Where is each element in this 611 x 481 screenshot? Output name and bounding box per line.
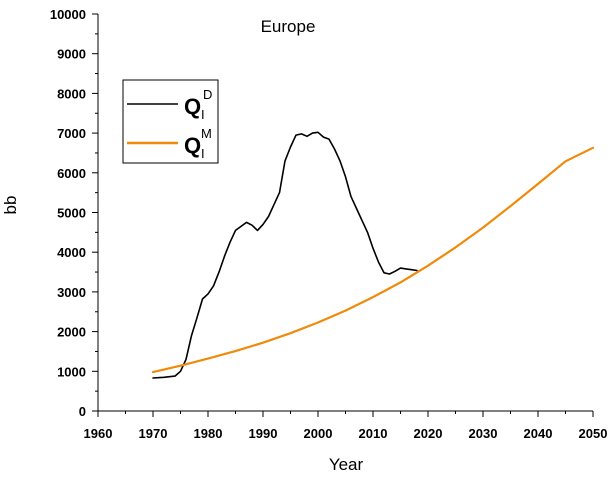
series-line-model: [151, 146, 595, 374]
x-tick-label: 2010: [359, 426, 388, 441]
y-tick-label: 6000: [57, 166, 86, 181]
x-tick-label: 1980: [194, 426, 223, 441]
legend-sup-demand: D: [203, 87, 212, 102]
legend-sub-model: I: [201, 146, 205, 161]
legend-label-demand: Q: [184, 94, 201, 119]
axes: [97, 14, 593, 412]
y-tick-label: 4000: [57, 245, 86, 260]
x-axis-ticks: 1960 1970 1980 1990 2000 2010 2020 2030 2040 2050: [84, 411, 608, 441]
x-tick-label: 2050: [579, 426, 608, 441]
series-line-demand: [152, 131, 418, 379]
x-tick-label: 2030: [469, 426, 498, 441]
y-tick-label: 10000: [50, 7, 86, 22]
legend: Q I D Q I M: [122, 79, 219, 164]
legend-sub-demand: I: [201, 107, 205, 122]
y-tick-label: 2000: [57, 325, 86, 340]
y-tick-label: 8000: [57, 86, 86, 101]
legend-sup-model: M: [201, 126, 212, 141]
x-tick-label: 2020: [414, 426, 443, 441]
y-axis-ticks: 0 1000 2000 3000 4000 5000 6000 7000 8000 9000 100…: [50, 7, 98, 419]
chart-title: Europe: [261, 17, 316, 36]
y-axis-label: bb: [1, 196, 20, 215]
x-tick-label: 2040: [524, 426, 553, 441]
y-tick-label: 9000: [57, 47, 86, 62]
x-tick-label: 1990: [249, 426, 278, 441]
x-tick-label: 1960: [84, 426, 113, 441]
y-tick-label: 7000: [57, 126, 86, 141]
y-tick-label: 5000: [57, 206, 86, 221]
y-tick-label: 3000: [57, 285, 86, 300]
series-layer: [151, 131, 595, 379]
legend-label-model: Q: [184, 133, 201, 158]
x-tick-label: 2000: [304, 426, 333, 441]
y-tick-label: 1000: [57, 364, 86, 379]
x-tick-label: 1970: [139, 426, 168, 441]
y-tick-label: 0: [79, 404, 86, 419]
legend-box: [122, 79, 219, 164]
x-axis-label: Year: [329, 455, 364, 474]
